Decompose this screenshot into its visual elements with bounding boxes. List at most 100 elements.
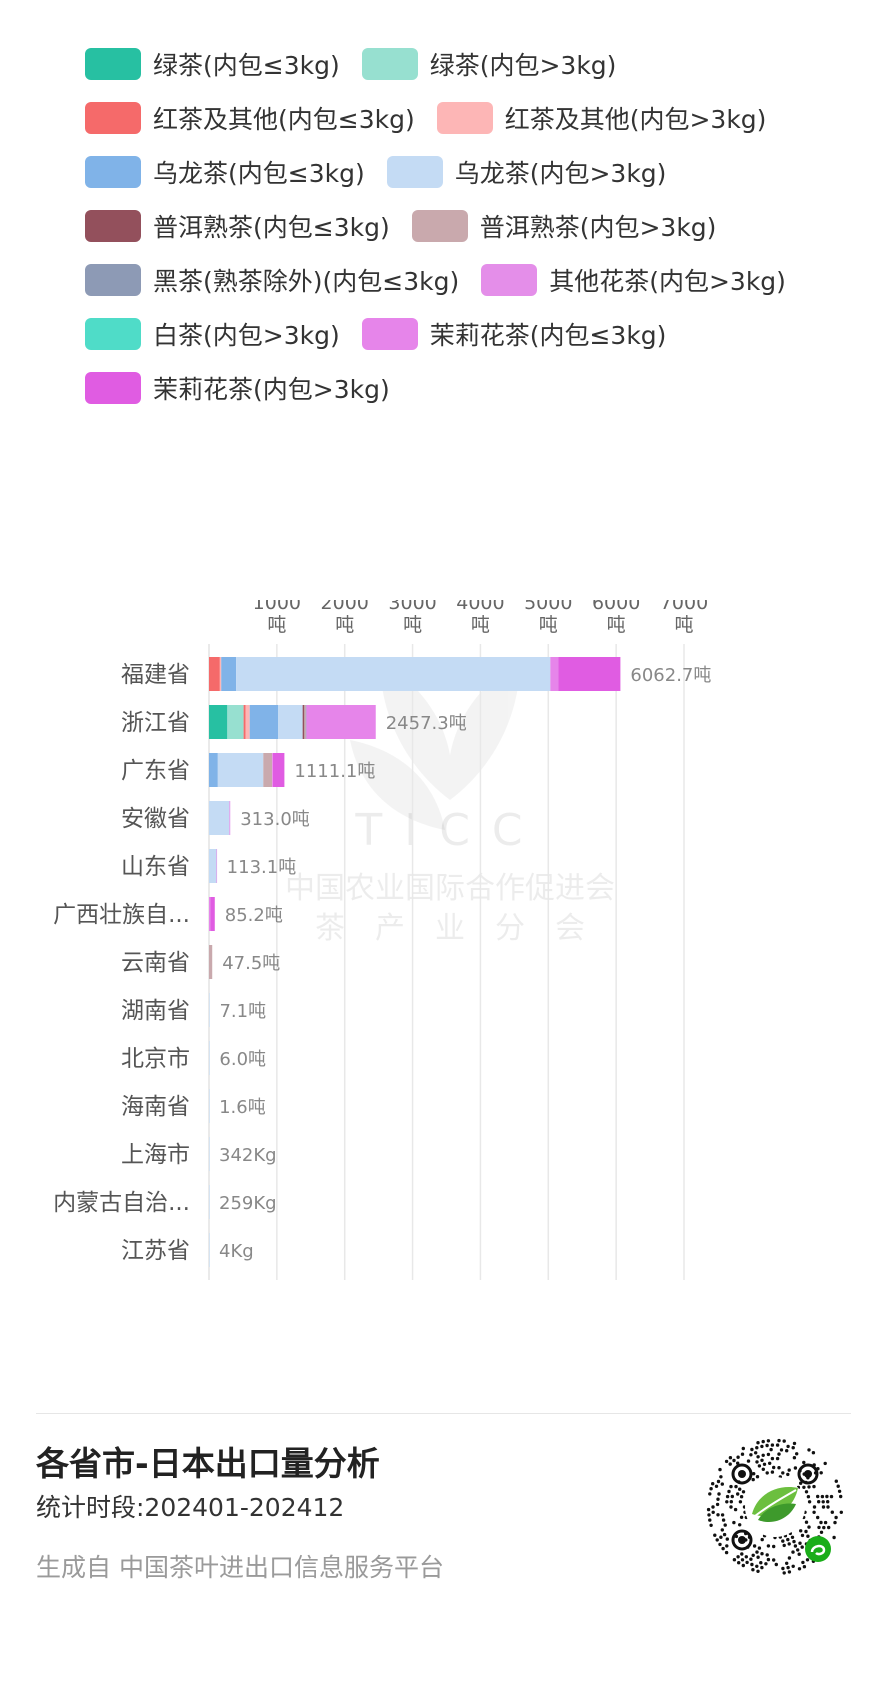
- legend-item[interactable]: 乌龙茶(内包≤3kg): [85, 154, 365, 190]
- legend-label: 乌龙茶(内包≤3kg): [153, 159, 365, 188]
- qr-dot: [829, 1494, 834, 1499]
- qr-dot: [759, 1561, 763, 1565]
- bar-segment: [216, 849, 218, 883]
- qr-dot: [761, 1453, 765, 1457]
- x-tick-label: 7000: [660, 600, 708, 614]
- qr-dot: [711, 1482, 715, 1486]
- total-label: 342Kg: [219, 1145, 277, 1166]
- qr-dot: [774, 1562, 778, 1567]
- bar-segment: [263, 753, 273, 787]
- qr-dot: [732, 1520, 736, 1525]
- qr-dot: [718, 1542, 722, 1547]
- legend-label: 绿茶(内包>3kg): [429, 51, 617, 80]
- qr-dot: [756, 1455, 760, 1459]
- total-label: 6062.7吨: [630, 665, 711, 686]
- legend-item[interactable]: 红茶及其他(内包≤3kg): [85, 100, 415, 136]
- qr-dot: [749, 1453, 753, 1457]
- qr-dot: [760, 1552, 764, 1556]
- qr-dot: [716, 1479, 721, 1484]
- legend-item[interactable]: 红茶及其他(内包>3kg): [436, 100, 766, 136]
- qr-dot: [821, 1500, 825, 1504]
- qr-dot: [728, 1462, 732, 1466]
- tea-leaf-icon: [752, 1487, 798, 1523]
- qr-finder-center: [738, 1470, 746, 1478]
- qr-dot: [725, 1544, 729, 1548]
- qr-dot: [766, 1557, 771, 1562]
- qr-dot: [825, 1494, 829, 1499]
- qr-dot: [724, 1459, 729, 1464]
- qr-dot: [761, 1439, 765, 1444]
- legend-item[interactable]: 普洱熟茶(内包>3kg): [411, 208, 716, 244]
- legend-item[interactable]: 绿茶(内包>3kg): [361, 46, 617, 82]
- bar-segment: [209, 705, 228, 739]
- qr-dot: [792, 1441, 797, 1446]
- qr-dot: [787, 1570, 792, 1574]
- qr-dot: [756, 1569, 760, 1573]
- qr-dot: [736, 1455, 740, 1459]
- qr-dot: [754, 1451, 758, 1455]
- qr-dot: [760, 1537, 764, 1542]
- qr-dot: [728, 1456, 733, 1460]
- qr-dot: [834, 1479, 838, 1483]
- qr-dot: [834, 1515, 838, 1520]
- total-label: 1.6吨: [219, 1097, 266, 1118]
- category-label: 广东省: [121, 758, 190, 784]
- qr-dot: [790, 1535, 795, 1539]
- footer-title: 各省市-日本出口量分析: [36, 1444, 380, 1483]
- legend: 绿茶(内包≤3kg) 绿茶(内包>3kg) 红茶及其他(内包≤3kg) 红茶及其他(内…: [85, 44, 875, 422]
- legend-item[interactable]: 其他花茶(内包>3kg): [481, 262, 786, 298]
- qr-dot: [749, 1557, 753, 1561]
- legend-swatch: [436, 102, 493, 134]
- qr-finder-center: [738, 1536, 746, 1544]
- qr-dot: [779, 1448, 784, 1452]
- qr-dot: [761, 1467, 765, 1471]
- qr-dot: [791, 1564, 795, 1568]
- bar-segment: [209, 1185, 210, 1219]
- qr-dot: [817, 1500, 821, 1504]
- legend-item[interactable]: 茉莉花茶(内包≤3kg): [361, 316, 666, 352]
- x-tick-unit: 吨: [607, 614, 626, 636]
- qr-dot: [707, 1513, 711, 1517]
- qr-dot: [740, 1552, 744, 1556]
- legend-item[interactable]: 黑茶(熟茶除外)(内包≤3kg): [85, 262, 459, 298]
- qr-dot: [786, 1537, 790, 1542]
- qr-finder: [731, 1529, 753, 1551]
- legend-label: 其他花茶(内包>3kg): [549, 267, 786, 296]
- qr-dot: [812, 1505, 817, 1509]
- qr-dot: [751, 1477, 755, 1482]
- qr-dot: [751, 1568, 755, 1572]
- qr-dot: [764, 1562, 768, 1566]
- qr-dot: [791, 1550, 795, 1554]
- qr-dot: [752, 1544, 757, 1548]
- qr-dot: [713, 1533, 717, 1537]
- qr-dot: [785, 1449, 789, 1453]
- qr-dot: [768, 1461, 772, 1465]
- qr-dot: [802, 1460, 806, 1465]
- qr-dot: [736, 1492, 740, 1496]
- qr-code[interactable]: [700, 1432, 850, 1582]
- bar-segment: [209, 657, 220, 691]
- legend-item[interactable]: 绿茶(内包≤3kg): [85, 46, 340, 82]
- qr-dot: [714, 1484, 719, 1488]
- qr-dot: [820, 1494, 825, 1499]
- legend-item[interactable]: 乌龙茶(内包>3kg): [386, 154, 666, 190]
- qr-finder: [797, 1463, 819, 1485]
- qr-dot: [804, 1529, 808, 1534]
- qr-dot: [756, 1441, 760, 1445]
- legend-item[interactable]: 茉莉花茶(内包>3kg): [85, 370, 390, 406]
- x-tick-label: 4000: [456, 600, 504, 614]
- legend-row: 普洱熟茶(内包≤3kg) 普洱熟茶(内包>3kg): [85, 206, 875, 246]
- legend-label: 红茶及其他(内包≤3kg): [153, 105, 415, 134]
- legend-item[interactable]: 白茶(内包>3kg): [85, 316, 340, 352]
- qr-dot: [719, 1475, 723, 1479]
- qr-dot: [760, 1444, 764, 1449]
- qr-dot: [839, 1494, 843, 1499]
- qr-dot: [802, 1485, 806, 1489]
- qr-dot: [772, 1558, 776, 1562]
- qr-dot: [786, 1444, 790, 1449]
- legend-swatch: [85, 210, 141, 242]
- legend-item[interactable]: 普洱熟茶(内包≤3kg): [85, 208, 390, 244]
- qr-dot: [722, 1532, 727, 1537]
- qr-dot: [792, 1539, 796, 1544]
- qr-dot: [718, 1467, 722, 1472]
